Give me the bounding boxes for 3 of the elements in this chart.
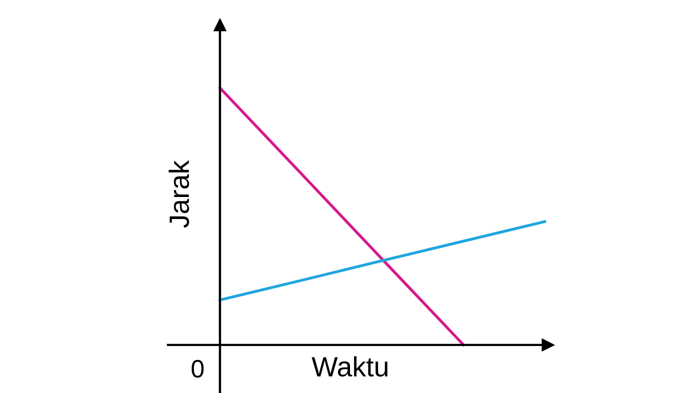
x-axis-title: Waktu: [312, 356, 388, 377]
y-axis-title: Jarak: [168, 160, 190, 228]
text: 0: [192, 360, 204, 378]
